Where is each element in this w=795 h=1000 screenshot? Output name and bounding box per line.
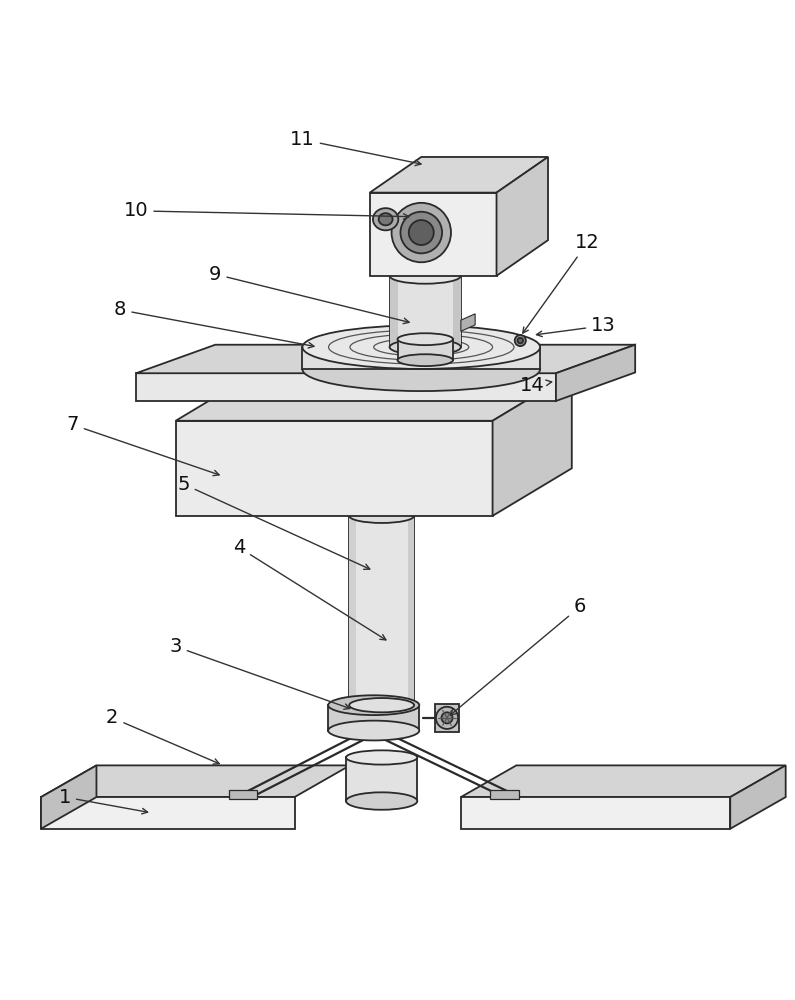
Ellipse shape xyxy=(390,268,461,284)
Text: 12: 12 xyxy=(523,233,600,333)
Text: 1: 1 xyxy=(59,788,148,814)
Text: 3: 3 xyxy=(169,637,350,709)
Text: 4: 4 xyxy=(233,538,386,640)
Ellipse shape xyxy=(349,509,414,523)
Ellipse shape xyxy=(398,333,453,345)
Text: 11: 11 xyxy=(290,130,421,166)
Ellipse shape xyxy=(398,354,453,366)
Ellipse shape xyxy=(441,712,452,723)
Text: 13: 13 xyxy=(537,316,616,337)
Polygon shape xyxy=(136,345,635,373)
Text: 8: 8 xyxy=(114,300,314,348)
Polygon shape xyxy=(41,797,294,829)
Ellipse shape xyxy=(346,792,417,810)
Polygon shape xyxy=(435,704,459,732)
Ellipse shape xyxy=(518,338,523,343)
Ellipse shape xyxy=(373,208,398,230)
Ellipse shape xyxy=(328,721,419,740)
Polygon shape xyxy=(461,765,785,797)
Polygon shape xyxy=(390,276,461,347)
Polygon shape xyxy=(370,157,548,193)
Polygon shape xyxy=(136,373,556,401)
Text: 14: 14 xyxy=(520,376,552,395)
Polygon shape xyxy=(176,421,493,516)
Ellipse shape xyxy=(302,325,540,369)
Polygon shape xyxy=(41,765,350,797)
Text: 2: 2 xyxy=(106,708,219,764)
Text: 6: 6 xyxy=(450,597,586,715)
Ellipse shape xyxy=(436,707,458,729)
Ellipse shape xyxy=(302,347,540,391)
Bar xyxy=(229,790,258,799)
Polygon shape xyxy=(41,765,96,829)
Polygon shape xyxy=(349,516,355,705)
Ellipse shape xyxy=(401,212,442,253)
Polygon shape xyxy=(461,314,475,331)
Polygon shape xyxy=(398,339,453,360)
Polygon shape xyxy=(731,765,785,829)
Polygon shape xyxy=(176,373,572,421)
Polygon shape xyxy=(349,516,414,705)
Text: 5: 5 xyxy=(177,475,370,569)
Polygon shape xyxy=(370,193,497,276)
Polygon shape xyxy=(390,276,398,347)
Polygon shape xyxy=(328,705,419,731)
Ellipse shape xyxy=(390,339,461,355)
Ellipse shape xyxy=(409,220,434,245)
Polygon shape xyxy=(556,345,635,401)
Text: 9: 9 xyxy=(209,265,409,324)
Ellipse shape xyxy=(514,335,525,346)
Polygon shape xyxy=(461,797,731,829)
Text: 10: 10 xyxy=(124,201,409,220)
Ellipse shape xyxy=(346,750,417,765)
Polygon shape xyxy=(497,157,548,276)
Polygon shape xyxy=(493,373,572,516)
Polygon shape xyxy=(302,347,540,369)
Ellipse shape xyxy=(392,203,451,262)
Ellipse shape xyxy=(349,698,414,712)
Bar xyxy=(491,790,518,799)
Ellipse shape xyxy=(328,695,419,715)
Polygon shape xyxy=(453,276,461,347)
Text: 7: 7 xyxy=(67,415,219,476)
Polygon shape xyxy=(346,757,417,801)
Polygon shape xyxy=(408,516,414,705)
Ellipse shape xyxy=(378,213,393,225)
